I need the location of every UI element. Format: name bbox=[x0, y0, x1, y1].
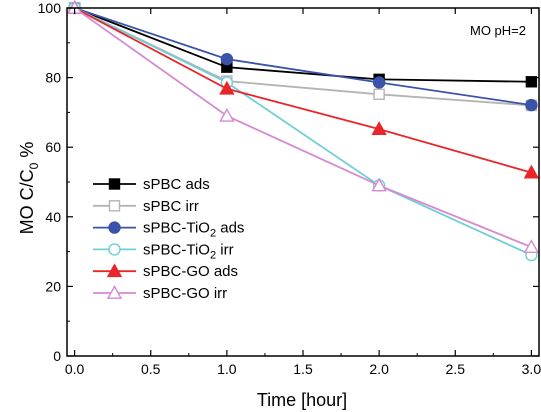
legend-marker-spbc-tio2-ads bbox=[108, 221, 121, 234]
legend-label-spbc-tio2-ads: sPBC-TiO2 ads bbox=[143, 220, 244, 240]
legend-marker-spbc-go-ads bbox=[106, 263, 123, 278]
data-point-spbc-go-ads bbox=[219, 80, 235, 95]
legend-marker-spbc-ads bbox=[108, 178, 121, 190]
series-line-spbc-go-ads bbox=[74, 7, 532, 174]
y-tick-label: 20 bbox=[45, 278, 61, 294]
plot-frame bbox=[66, 7, 540, 357]
x-tick-label: 1.0 bbox=[217, 361, 237, 377]
chart-annotation: MO pH=2 bbox=[470, 23, 526, 38]
y-axis-title: MO C/C0% bbox=[17, 142, 41, 235]
data-point-spbc-ads bbox=[525, 76, 538, 88]
data-point-spbc-tio2-ads bbox=[525, 98, 538, 112]
x-tick-label: 3.0 bbox=[522, 361, 541, 377]
data-point-spbc-go-irr bbox=[371, 177, 387, 192]
legend-label-spbc-tio2-irr: sPBC-TiO2 irr bbox=[143, 241, 234, 261]
series-line-spbc-go-irr bbox=[74, 7, 532, 248]
x-axis-title: Time [hour] bbox=[257, 390, 347, 410]
legend-label-spbc-irr: sPBC irr bbox=[143, 198, 199, 215]
plot-layer bbox=[66, 0, 540, 262]
data-point-spbc-irr bbox=[373, 88, 385, 101]
legend-marker-spbc-go-irr bbox=[106, 285, 123, 299]
y-tick-label: 0 bbox=[53, 348, 61, 364]
series-line-spbc-tio2-irr bbox=[74, 7, 532, 256]
data-point-spbc-tio2-ads bbox=[220, 52, 234, 66]
y-axis-title-unit: % bbox=[17, 142, 37, 158]
data-point-spbc-tio2-ads bbox=[372, 76, 386, 89]
y-axis-title-main: MO C/C bbox=[17, 169, 37, 234]
y-tick-label: 60 bbox=[45, 139, 61, 155]
legend-marker-spbc-tio2-irr bbox=[108, 243, 121, 256]
legend-label-spbc-ads: sPBC ads bbox=[143, 176, 210, 193]
legend-label-spbc-go-ads: sPBC-GO ads bbox=[143, 263, 238, 280]
x-tick-label: 0.0 bbox=[65, 361, 85, 377]
series-line-spbc-ads bbox=[74, 7, 532, 83]
series-line-spbc-tio2-ads bbox=[74, 7, 532, 106]
y-axis-title-subscript: 0 bbox=[27, 162, 41, 169]
data-point-spbc-go-ads bbox=[523, 164, 540, 179]
axes-layer: 0.0 0.5 1.0 1.5 2.0 2.5 3.0 0 20 40 60 80 100 bbox=[38, 0, 541, 377]
x-tick-label: 1.5 bbox=[293, 361, 313, 377]
x-tick-label: 2.5 bbox=[446, 361, 466, 377]
data-point-spbc-go-irr bbox=[523, 239, 540, 253]
legend-label-spbc-go-irr: sPBC-GO irr bbox=[143, 285, 227, 302]
data-point-spbc-go-irr bbox=[219, 107, 235, 122]
y-tick-label: 40 bbox=[45, 209, 61, 225]
y-tick-label: 80 bbox=[45, 70, 61, 86]
x-tick-label: 2.0 bbox=[369, 361, 389, 377]
legend-marker-spbc-irr bbox=[108, 200, 121, 212]
y-tick-label: 100 bbox=[38, 0, 62, 16]
data-point-spbc-go-ads bbox=[371, 121, 387, 136]
x-tick-label: 0.5 bbox=[141, 361, 161, 377]
